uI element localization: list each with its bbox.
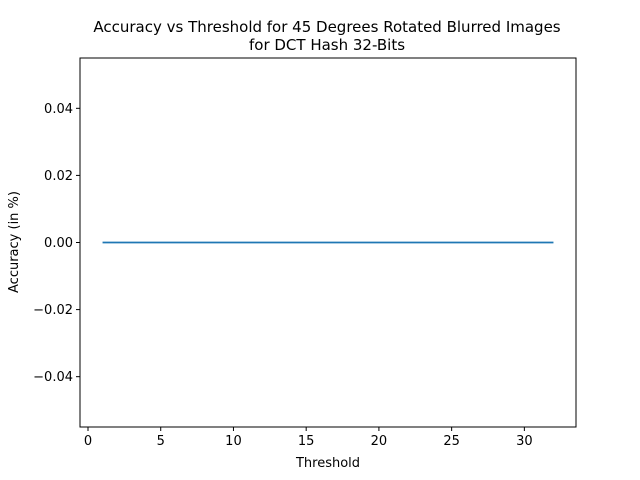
chart-title-line1: Accuracy vs Threshold for 45 Degrees Rot… bbox=[93, 18, 560, 36]
chart-title-line2: for DCT Hash 32-Bits bbox=[249, 36, 405, 54]
y-tick-label-2: 0.00 bbox=[44, 236, 73, 251]
x-tick-label-6: 30 bbox=[516, 434, 533, 449]
plot-frame bbox=[79, 57, 577, 428]
x-tick-label-2: 10 bbox=[225, 434, 242, 449]
y-tick-label-4: 0.04 bbox=[44, 102, 73, 117]
y-tick-label-1: −0.02 bbox=[33, 303, 73, 318]
x-tick-label-3: 15 bbox=[298, 434, 315, 449]
x-tick-label-1: 5 bbox=[157, 434, 165, 449]
x-tick-label-5: 25 bbox=[443, 434, 460, 449]
x-axis-label: Threshold bbox=[295, 456, 360, 471]
y-tick-label-3: 0.02 bbox=[44, 169, 73, 184]
x-tick-label-0: 0 bbox=[84, 434, 92, 449]
x-tick-label-4: 20 bbox=[371, 434, 388, 449]
y-axis-label: Accuracy (in %) bbox=[7, 191, 22, 293]
y-tick-label-0: −0.04 bbox=[33, 370, 73, 385]
